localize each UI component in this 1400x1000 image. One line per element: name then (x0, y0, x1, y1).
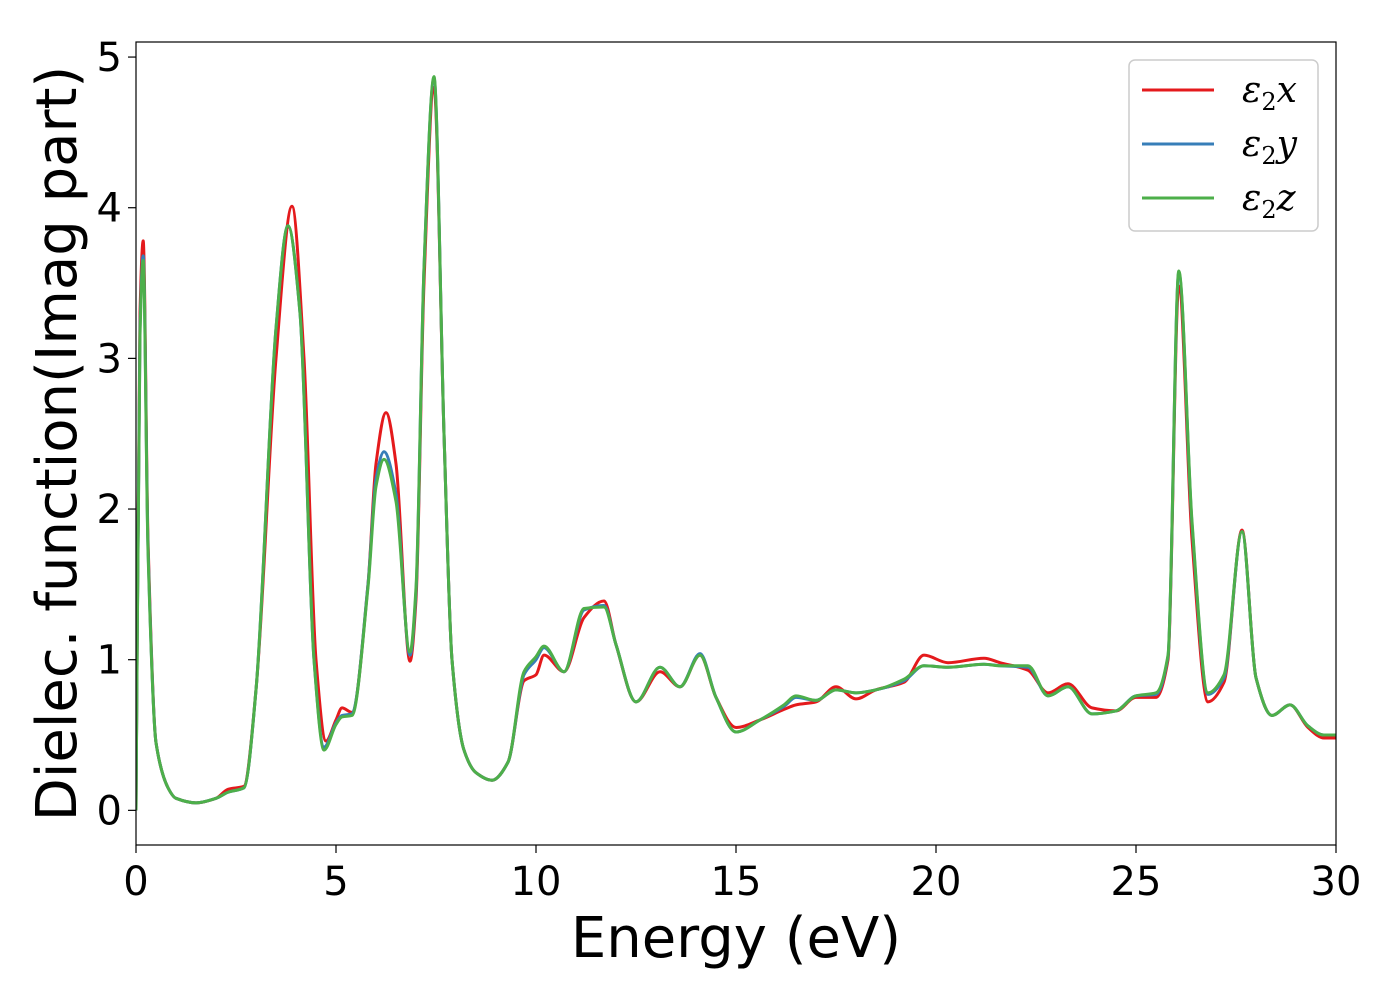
y-tick-label: 4 (97, 186, 122, 232)
x-tick-label: 10 (511, 859, 562, 905)
legend: ε2x ε2y ε2z (1128, 59, 1319, 232)
y-tick-label: 2 (97, 487, 122, 533)
x-tick-label: 30 (1311, 859, 1362, 905)
x-tick-label: 5 (323, 859, 348, 905)
series-line-z (136, 75, 1336, 811)
series-layer (136, 75, 1336, 811)
legend-label-y: ε2y (1242, 124, 1298, 170)
x-axis-label: Energy (eV) (571, 906, 901, 971)
x-tick-label: 20 (911, 859, 962, 905)
y-tick-label: 5 (97, 35, 122, 81)
x-tick-label: 25 (1111, 859, 1162, 905)
legend-label-z: ε2z (1242, 178, 1297, 224)
y-tick-label: 0 (97, 788, 122, 834)
y-tick-label: 3 (97, 336, 122, 382)
legend-box (1128, 59, 1319, 232)
legend-label-x: ε2x (1242, 70, 1297, 116)
x-tick-label: 15 (711, 859, 762, 905)
y-axis-label: Dielec. function(Imag part) (25, 66, 90, 822)
ticks-layer: 0 5 10 15 20 25 30 0 1 2 3 4 5 (97, 35, 1362, 905)
y-tick-label: 1 (97, 638, 122, 684)
x-tick-label: 0 (123, 859, 148, 905)
